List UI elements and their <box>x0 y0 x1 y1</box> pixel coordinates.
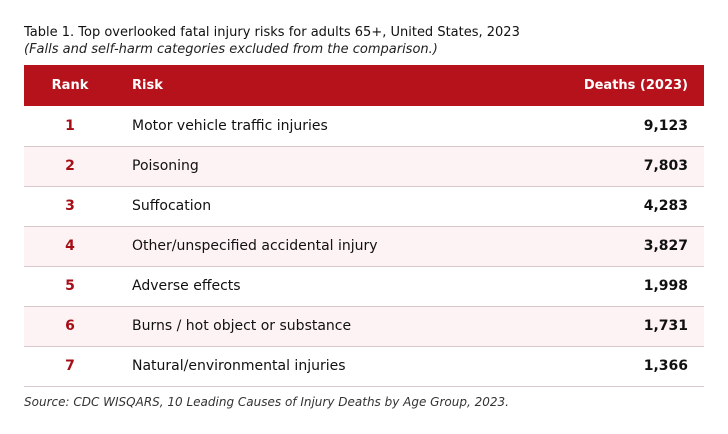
deaths-cell: 1,731 <box>643 318 688 334</box>
deaths-cell: 3,827 <box>643 238 688 254</box>
rank-cell: 2 <box>65 158 75 174</box>
rank-cell: 1 <box>65 117 75 134</box>
table-row: 7 Natural/environmental injuries 1,366 <box>24 346 704 386</box>
table-row: 4 Other/unspecified accidental injury 3,… <box>24 226 704 266</box>
rank-cell: 5 <box>65 278 75 294</box>
risk-cell: Burns / hot object or substance <box>132 318 352 334</box>
table-row: 3 Suffocation 4,283 <box>24 186 704 226</box>
rank-cell: 3 <box>65 198 75 214</box>
table-body: 1 Motor vehicle traffic injuries 9,123 2… <box>24 106 704 386</box>
risk-cell: Motor vehicle traffic injuries <box>132 117 328 134</box>
risk-cell: Natural/environmental injuries <box>132 358 346 374</box>
deaths-cell: 9,123 <box>643 117 688 134</box>
risk-cell: Poisoning <box>132 158 199 174</box>
risk-cell: Suffocation <box>132 198 212 214</box>
source-note: Source: CDC WISQARS, 10 Leading Causes o… <box>24 395 509 409</box>
rank-cell: 4 <box>65 238 75 254</box>
table-caption: Table 1. Top overlooked fatal injury ris… <box>24 24 704 58</box>
deaths-cell: 1,366 <box>643 358 688 374</box>
header-row: Rank Risk Deaths (2023) <box>24 65 704 106</box>
table-header: Rank Risk Deaths (2023) <box>24 65 704 106</box>
deaths-cell: 1,998 <box>643 278 688 294</box>
table-subtitle: (Falls and self-harm categories excluded… <box>24 42 438 57</box>
table-row: 1 Motor vehicle traffic injuries 9,123 <box>24 106 704 146</box>
deaths-cell: 7,803 <box>643 158 688 174</box>
risk-cell: Adverse effects <box>132 278 241 294</box>
header-deaths: Deaths (2023) <box>583 78 688 93</box>
header-risk: Risk <box>132 78 163 93</box>
deaths-cell: 4,283 <box>643 198 688 214</box>
header-rank: Rank <box>51 78 89 93</box>
rank-cell: 7 <box>65 358 75 374</box>
rank-cell: 6 <box>65 318 75 334</box>
injury-risk-table: Rank Risk Deaths (2023) 1 Motor vehicle … <box>24 65 704 387</box>
table-row: 5 Adverse effects 1,998 <box>24 266 704 306</box>
table-row: 2 Poisoning 7,803 <box>24 146 704 186</box>
table-title: Table 1. Top overlooked fatal injury ris… <box>24 25 520 40</box>
risk-cell: Other/unspecified accidental injury <box>132 238 378 254</box>
table-row: 6 Burns / hot object or substance 1,731 <box>24 306 704 346</box>
